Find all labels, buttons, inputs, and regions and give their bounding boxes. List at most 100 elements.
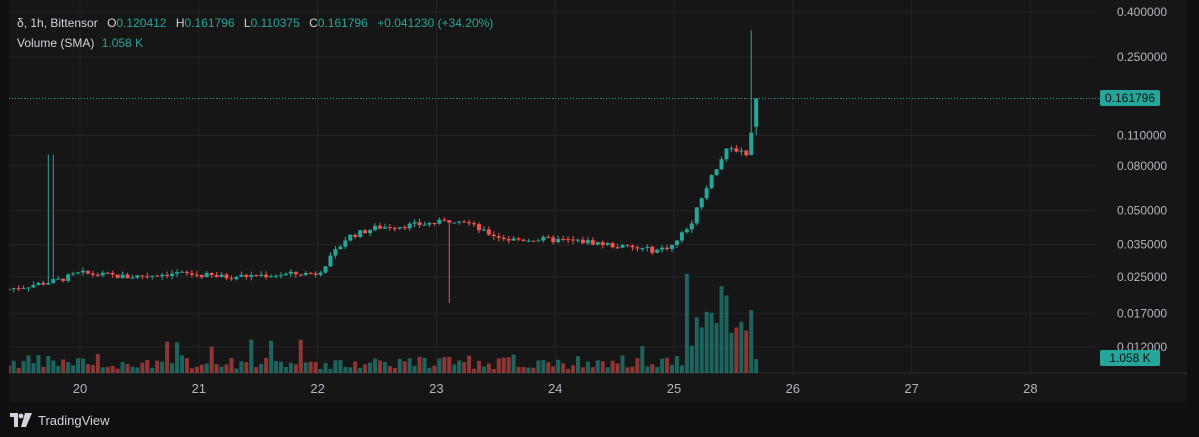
candlestick-chart[interactable]: 0.400000 0.250000 0.110000 0.080000 0.050000… xyxy=(9,0,1187,402)
candle-body xyxy=(674,240,679,245)
volume-bar xyxy=(486,363,491,373)
candle-body xyxy=(729,148,734,150)
candle-body xyxy=(521,239,526,241)
x-tick-label: 25 xyxy=(667,381,681,396)
candle-body xyxy=(328,255,333,267)
close-value: 0.161796 xyxy=(317,16,368,30)
candle-body xyxy=(635,247,640,249)
candle-body xyxy=(56,278,61,280)
candle-body xyxy=(170,273,175,276)
volume-bar xyxy=(95,354,100,373)
volume-bar xyxy=(269,340,274,373)
candle-body xyxy=(298,274,303,276)
candle-body xyxy=(437,219,442,224)
x-tick-label: 23 xyxy=(429,381,443,396)
volume-bar xyxy=(41,366,46,373)
candle-body xyxy=(679,232,684,241)
change-value: +0.041230 (+34.20%) xyxy=(377,16,494,30)
tradingview-brand[interactable]: TradingView xyxy=(38,412,110,428)
volume-bar xyxy=(56,365,61,373)
volume-bar xyxy=(694,317,699,373)
candle-body xyxy=(457,221,462,223)
candle-body xyxy=(229,278,234,280)
candle-body xyxy=(704,188,709,199)
symbol-label[interactable]: , 1h, Bittensor xyxy=(23,16,98,30)
candle-body xyxy=(402,227,407,229)
candle-body xyxy=(585,240,590,244)
candle-body xyxy=(31,284,36,288)
candle-body xyxy=(719,159,724,170)
volume-bar xyxy=(724,295,729,373)
candle-body xyxy=(412,222,417,224)
volume-bar xyxy=(308,361,313,373)
low-label: L xyxy=(243,16,251,30)
volume-bar xyxy=(476,360,481,373)
candle-body xyxy=(734,148,739,152)
volume-bar xyxy=(353,361,358,373)
candle-body xyxy=(744,150,749,156)
candle-body xyxy=(165,274,170,276)
candle-body xyxy=(318,272,323,275)
volume-bar xyxy=(595,360,600,373)
candle-body xyxy=(496,236,501,238)
candle-body xyxy=(392,228,397,230)
volume-label[interactable]: Volume (SMA) xyxy=(17,36,95,50)
volume-bar xyxy=(155,360,160,373)
volume-bar xyxy=(36,355,41,373)
volume-bar xyxy=(234,368,239,373)
volume-bar xyxy=(734,327,739,373)
volume-bar xyxy=(382,362,387,373)
candle-body xyxy=(249,275,254,277)
candle-body xyxy=(85,270,90,274)
volume-bar xyxy=(85,363,90,373)
volume-bar xyxy=(46,356,51,373)
candle-body xyxy=(447,220,452,223)
candle-body xyxy=(511,238,516,241)
candle-body xyxy=(199,275,204,278)
candle-body xyxy=(620,244,625,248)
candle-body xyxy=(189,273,194,275)
volume-bar xyxy=(709,312,714,373)
candle-body xyxy=(214,275,219,278)
volume-bar xyxy=(130,366,135,373)
candle-body xyxy=(11,288,16,290)
candle-body xyxy=(694,207,699,224)
candle-body xyxy=(363,230,368,234)
volume-bar xyxy=(283,367,288,373)
candle-body xyxy=(234,276,239,280)
volume-bar xyxy=(298,339,303,373)
volume-bar xyxy=(541,360,546,373)
candle-body xyxy=(714,169,719,176)
volume-bar xyxy=(278,361,283,373)
ohlc-legend: δ, 1h, Bittensor O0.120412 H0.161796 L0.… xyxy=(17,16,499,30)
symbol-icon: δ xyxy=(17,16,24,30)
open-value: 0.120412 xyxy=(116,16,167,30)
open-label: O xyxy=(107,16,117,30)
candle-body xyxy=(561,239,566,241)
candle-body xyxy=(100,272,105,276)
volume-bar xyxy=(31,363,36,373)
candle-body xyxy=(486,229,491,235)
candle-body xyxy=(26,287,31,289)
candle-body xyxy=(338,246,343,250)
volume-bar xyxy=(219,366,224,373)
chart-area[interactable]: 0.400000 0.250000 0.110000 0.080000 0.050000… xyxy=(9,0,1187,402)
volume-bar xyxy=(348,367,353,373)
volume-bar xyxy=(175,342,180,373)
volume-bar xyxy=(333,360,338,373)
volume-bar xyxy=(462,362,467,373)
candle-body xyxy=(432,222,437,224)
volume-bar xyxy=(511,354,516,373)
tradingview-logo-icon[interactable] xyxy=(10,413,32,427)
candle-body xyxy=(244,274,249,277)
volume-bar xyxy=(640,346,645,373)
candle-body xyxy=(501,237,506,240)
volume-bar xyxy=(224,364,229,373)
candle-body xyxy=(175,272,180,274)
last-price-badge: 0.161796 xyxy=(1100,90,1160,106)
x-tick-label: 20 xyxy=(73,381,87,396)
candle-body xyxy=(546,236,551,238)
candle-body xyxy=(313,273,318,275)
high-label: H xyxy=(175,16,185,30)
candle-body xyxy=(536,240,541,242)
